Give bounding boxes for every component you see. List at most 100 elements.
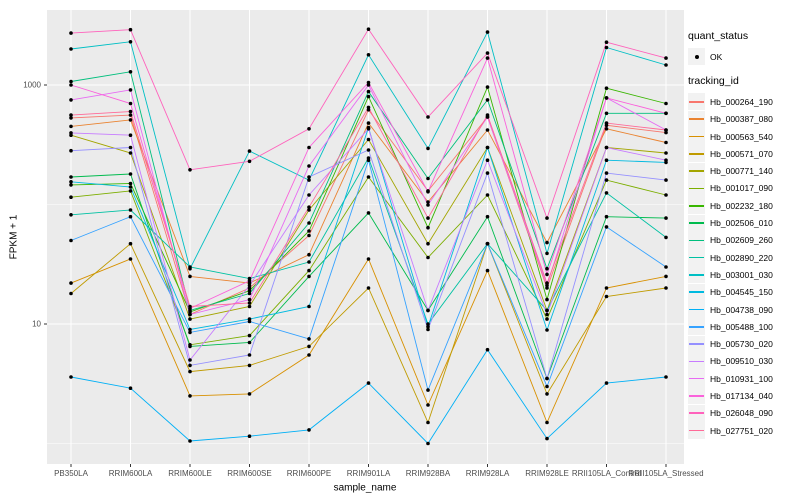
data-point (545, 286, 549, 290)
data-point (604, 127, 609, 131)
line-swatch-icon (689, 395, 704, 397)
legend-key (688, 318, 705, 336)
data-point (247, 434, 252, 439)
data-point (485, 268, 490, 273)
data-point (664, 158, 668, 162)
data-point (247, 283, 252, 288)
data-point (545, 312, 549, 317)
data-point (69, 116, 73, 120)
data-point (128, 118, 133, 122)
data-point (545, 272, 549, 277)
legend-entry-label: Hb_001017_090 (710, 183, 773, 194)
legend-entry: Hb_002890_220 (688, 249, 800, 267)
data-point (485, 158, 490, 162)
data-point (307, 233, 311, 238)
legend-entry: Hb_003001_030 (688, 266, 800, 284)
data-point (69, 213, 73, 217)
data-point (128, 214, 133, 219)
data-point (307, 205, 311, 209)
legend-title-quant-status: quant_status (688, 30, 749, 42)
legend-entry: Hb_009510_030 (688, 352, 800, 370)
legend-entry-label: Hb_017134_040 (710, 390, 773, 401)
line-swatch-icon (689, 187, 704, 190)
legend-entry: Hb_004545_150 (688, 283, 800, 301)
data-point (545, 436, 549, 441)
data-point (247, 363, 252, 368)
data-point (604, 145, 609, 150)
data-point (69, 183, 73, 187)
data-point (307, 337, 311, 341)
data-point (426, 420, 430, 425)
data-point (128, 181, 133, 186)
data-point (69, 83, 73, 87)
data-point (69, 238, 73, 243)
data-point (664, 130, 668, 135)
data-point (366, 257, 371, 261)
legend-entry: Hb_000387_080 (688, 110, 800, 128)
data-point (545, 384, 549, 389)
legend-entry: Hb_000264_190 (688, 93, 800, 111)
data-point (69, 79, 73, 84)
legend-entry-label: Hb_005488_100 (710, 321, 773, 332)
legend-key (688, 404, 705, 422)
legend-key (688, 422, 705, 440)
legend-entry: Hb_017134_040 (688, 387, 800, 405)
data-point (366, 158, 371, 162)
data-point (69, 98, 73, 102)
data-point (69, 113, 73, 117)
data-point (366, 94, 371, 99)
data-point (664, 286, 668, 290)
data-point (545, 328, 549, 332)
data-point (69, 281, 73, 285)
data-point (128, 113, 133, 117)
data-point (128, 151, 133, 155)
data-point (307, 221, 311, 225)
line-swatch-icon (689, 118, 704, 121)
y-axis-title: FPKM + 1 (8, 214, 20, 260)
legend: quant_status OK tracking_id Hb_000264_190 Hb… (688, 30, 800, 440)
legend-key (688, 352, 705, 370)
data-point (426, 255, 430, 260)
data-point (426, 441, 430, 446)
data-point (545, 376, 549, 381)
data-point (366, 381, 371, 385)
x-tick-label: RRIM600SE (227, 469, 271, 478)
data-point (545, 297, 549, 302)
legend-key (688, 266, 705, 284)
legend-entry: Hb_002609_260 (688, 231, 800, 249)
legend-gap (688, 65, 800, 75)
legend-entry-label: Hb_005730_020 (710, 339, 773, 350)
data-point (604, 86, 609, 90)
data-point (426, 200, 430, 204)
legend-key (688, 48, 705, 66)
data-point (426, 322, 430, 326)
data-point (307, 274, 311, 279)
line-swatch-icon (689, 204, 704, 207)
data-point (307, 304, 311, 309)
data-point (664, 128, 668, 132)
data-point (69, 131, 73, 135)
data-point (247, 159, 252, 164)
data-point (545, 266, 549, 271)
data-point (128, 189, 133, 193)
legend-key (688, 283, 705, 301)
data-point (366, 137, 371, 142)
data-point (366, 27, 371, 32)
legend-entry: Hb_005730_020 (688, 335, 800, 353)
data-point (69, 124, 73, 129)
data-point (128, 208, 133, 212)
data-point (188, 317, 192, 321)
x-tick-label: RRIM901LA (347, 469, 391, 478)
legend-entry-label: Hb_002609_260 (710, 235, 773, 246)
data-point (128, 109, 133, 114)
line-swatch-icon (689, 360, 704, 363)
data-point (128, 70, 133, 74)
data-point (485, 241, 490, 246)
data-point (188, 358, 192, 362)
data-point (664, 235, 668, 240)
data-point (128, 27, 133, 32)
data-point (664, 63, 668, 67)
data-point (485, 51, 490, 55)
data-point (188, 266, 192, 271)
